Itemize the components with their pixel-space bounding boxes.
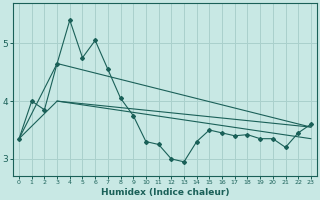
X-axis label: Humidex (Indice chaleur): Humidex (Indice chaleur) (101, 188, 229, 197)
